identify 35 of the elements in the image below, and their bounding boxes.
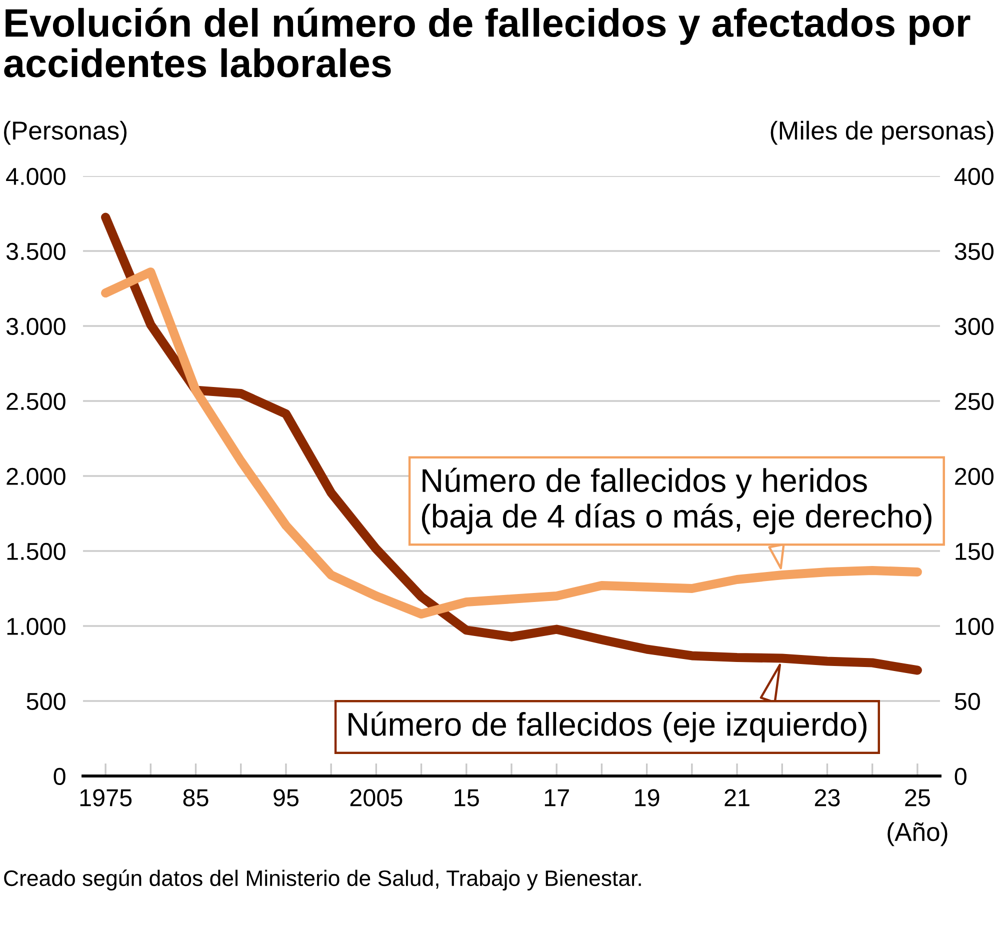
- x-tick-label: 95: [274, 789, 298, 806]
- y-tick-label: 3.500: [6, 242, 66, 260]
- y-tick-label: 500: [26, 692, 66, 710]
- y-axis-title: (Personas): [4, 120, 127, 145]
- y2-axis-title: (Miles de personas): [770, 120, 994, 145]
- y-tick-label: 3.000: [6, 318, 66, 336]
- x-tick-label: 17: [544, 789, 569, 806]
- y-tick-label: 1.500: [7, 542, 66, 560]
- y-tick-label: 0: [54, 768, 66, 786]
- y2-tick-label: 150: [956, 542, 994, 560]
- text: Creado según datos del Ministerio de Salud, Trabajo y Bienestar.: [4, 870, 641, 890]
- x-tick-label: 1975: [80, 789, 132, 806]
- y2-tick-label: 200: [955, 468, 994, 486]
- y-tick-label: 2.500: [6, 392, 66, 410]
- y2-tick-label: 0: [954, 768, 966, 786]
- y2-tick-label: 100: [956, 618, 994, 636]
- series-label: Número de fallecidos y heridos (baja de 4 días o más, eje derecho): [422, 468, 932, 534]
- x-tick-label: 15: [454, 789, 479, 806]
- x-axis-title: (Año): [888, 822, 948, 846]
- x-tick-label: 85: [183, 789, 208, 806]
- legend-label: Número de fallecidos (eje izquierdo): [348, 712, 866, 742]
- y2-tick-label: 350: [954, 242, 994, 260]
- chart-title: Evolución del número de fallecidos y afectados por accidentes laborales: [4, 8, 970, 78]
- x-tick-label: 23: [814, 789, 840, 806]
- x-tick-label: 2005: [350, 789, 402, 806]
- x-tick-label: 19: [635, 789, 660, 806]
- y-tick-label: 2.000: [6, 468, 66, 486]
- x-tick-label: 25: [905, 789, 930, 806]
- y2-tick-label: 50: [954, 692, 980, 710]
- y2-tick-label: 400: [954, 168, 994, 186]
- y-tick-label: 4.000: [6, 168, 66, 186]
- y2-tick-label: 300: [954, 318, 994, 336]
- y2-tick-label: 250: [955, 392, 994, 410]
- y-tick-label: 1.000: [7, 618, 66, 636]
- x-tick-label: 21: [724, 789, 750, 806]
